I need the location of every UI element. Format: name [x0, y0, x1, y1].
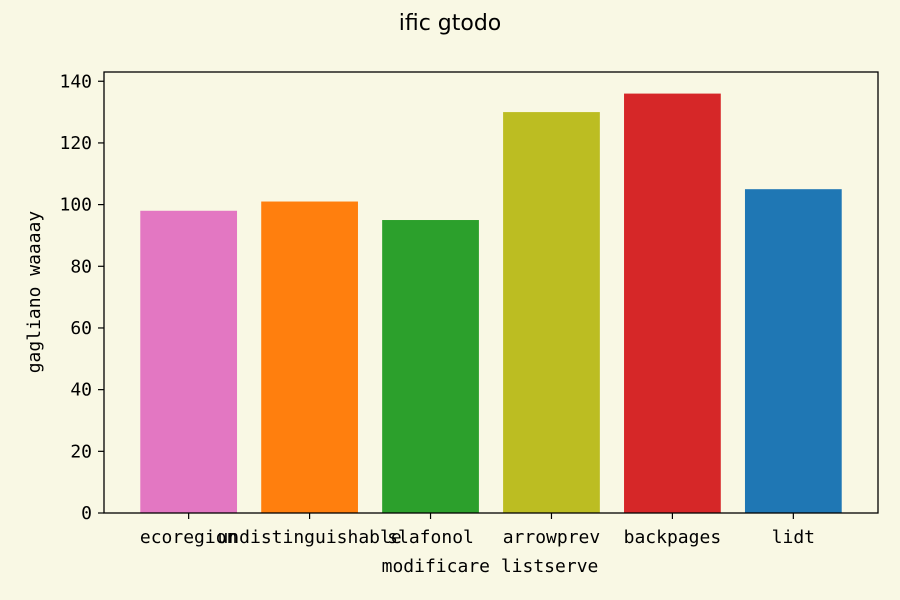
- bar-slafonol: [382, 220, 479, 514]
- bar-backpages: [624, 93, 721, 514]
- y-tick-label: 20: [70, 441, 92, 462]
- y-axis-label: gagliano waaaay: [24, 211, 45, 374]
- bar-undistinguishable: [261, 201, 358, 513]
- x-tick-label: ecoregion: [140, 527, 238, 548]
- chart-title: ific gtodo: [399, 11, 502, 36]
- y-tick-label: 60: [70, 318, 92, 339]
- y-tick-label: 120: [59, 133, 92, 154]
- plot-frame: [103, 71, 879, 514]
- x-tick-label: lidt: [772, 527, 815, 548]
- bar-lidt: [744, 189, 842, 513]
- x-tick-label: slafonol: [387, 527, 474, 548]
- y-tick-label: 0: [81, 503, 92, 524]
- y-tick-label: 100: [59, 195, 92, 216]
- y-tick-label: 40: [70, 380, 92, 401]
- x-tick-label: arrowprev: [503, 527, 601, 548]
- plot-area: 0 20 40 60 80 100 120 140 ecoregionundistinguish…: [59, 71, 879, 548]
- bar-ecoregion: [140, 210, 238, 513]
- x-axis-label: modificare listserve: [382, 556, 599, 577]
- x-tick-label: undistinguishable: [217, 527, 401, 548]
- y-tick-label: 140: [59, 71, 92, 92]
- x-tick-label: backpages: [624, 527, 722, 548]
- y-tick-label: 80: [70, 256, 92, 277]
- bar-arrowprev: [503, 112, 600, 513]
